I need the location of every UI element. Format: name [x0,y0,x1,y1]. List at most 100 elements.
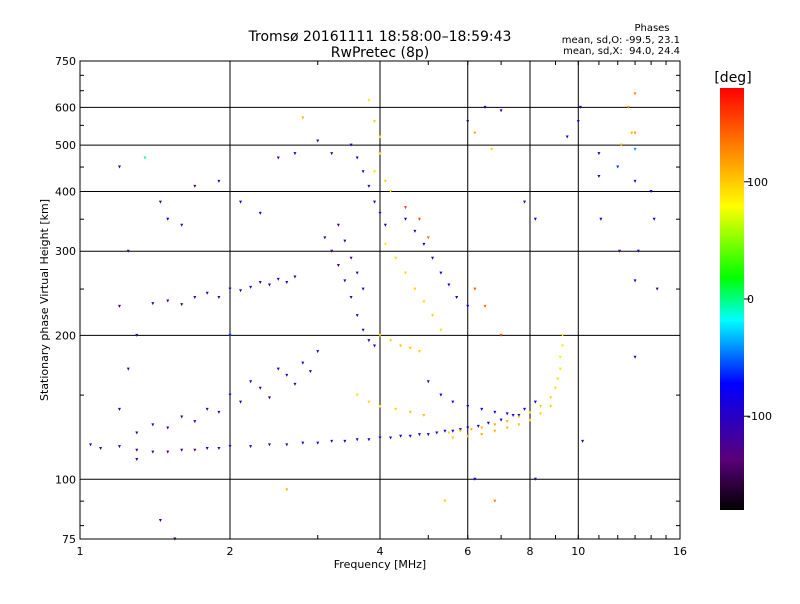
data-point [616,165,620,169]
stats-line-ordinary: mean, sd,O: -99.5, 23.1 [562,35,680,46]
data-point [473,287,477,291]
y-tick-label: 75 [62,533,76,546]
data-point [443,429,447,433]
data-point [276,277,280,281]
x-tick-label: 6 [464,545,471,558]
y-axis-label: Stationary phase Virtual Height [km] [38,199,51,401]
data-point [180,415,184,419]
data-point [293,152,297,156]
data-point [439,393,443,397]
data-point [599,217,603,221]
data-point [158,518,162,522]
data-point [439,328,443,332]
data-point [466,120,470,124]
y-tick-label: 200 [55,329,76,342]
y-axis-ticks: 75 100 200 300 400 500 600 750 [55,55,680,546]
y-tick-label: 400 [55,185,76,198]
data-point [308,370,312,374]
data-point [99,446,103,450]
data-point [367,400,371,404]
data-point [451,400,455,404]
data-point [361,328,365,332]
data-point [301,116,305,120]
data-point [367,339,371,343]
data-point [193,448,197,452]
data-point [533,477,537,481]
data-point [403,217,407,221]
data-point [217,296,221,300]
data-point [633,147,637,151]
data-point [422,413,426,417]
data-point [373,344,377,348]
data-point [336,264,340,268]
data-point [505,420,509,424]
data-point [469,428,473,432]
data-point [431,256,435,260]
data-point [249,445,253,449]
data-point [378,436,382,440]
data-point [166,217,170,221]
data-point [193,296,197,300]
data-point [517,413,521,417]
data-point [117,407,121,411]
data-point [473,477,477,481]
data-point [258,281,262,285]
data-point [499,333,503,337]
data-point [343,439,347,443]
data-point [267,283,271,287]
data-point [528,418,532,422]
data-point [655,287,659,291]
data-point [301,441,305,445]
data-point [561,333,565,337]
colorbar-tick-label: -100 [747,410,772,423]
colorbar-tick-label: 0 [747,293,754,306]
data-point [135,431,139,435]
data-point [466,426,470,430]
data-point [285,488,289,492]
data-point [493,423,497,427]
data-point [389,436,393,440]
data-point [180,223,184,227]
data-point [422,242,426,246]
data-point [151,423,155,427]
data-point [597,152,601,156]
data-point [378,333,382,337]
data-point [403,206,407,210]
data-point [558,367,562,371]
y-tick-label: 100 [55,473,76,486]
data-point [505,426,509,430]
data-point [565,135,569,139]
data-point [408,434,412,438]
data-point [217,179,221,183]
data-point [480,426,484,430]
data-point [422,300,426,304]
data-point [451,436,455,440]
y-tick-label: 600 [55,101,76,114]
data-point [367,184,371,188]
data-point [505,412,509,416]
data-point [426,380,430,384]
data-point [553,386,557,390]
data-point [323,236,327,240]
stats-line-extraordinary: mean, sd,X: 94.0, 24.4 [563,46,680,57]
data-point [633,92,637,96]
data-point [389,189,393,193]
data-point [426,236,430,240]
data-point [228,287,232,291]
data-point [89,443,93,447]
x-tick-label: 16 [673,545,687,558]
data-point [378,152,382,156]
data-point [403,271,407,275]
data-point [205,291,209,295]
data-point [117,304,121,308]
data-point [581,439,585,443]
data-point [435,431,439,435]
data-point [378,404,382,408]
data-point [618,249,622,253]
data-point [117,445,121,449]
x-tick-label: 2 [227,545,234,558]
data-point [458,429,462,433]
data-point [466,404,470,408]
data-point [180,448,184,452]
